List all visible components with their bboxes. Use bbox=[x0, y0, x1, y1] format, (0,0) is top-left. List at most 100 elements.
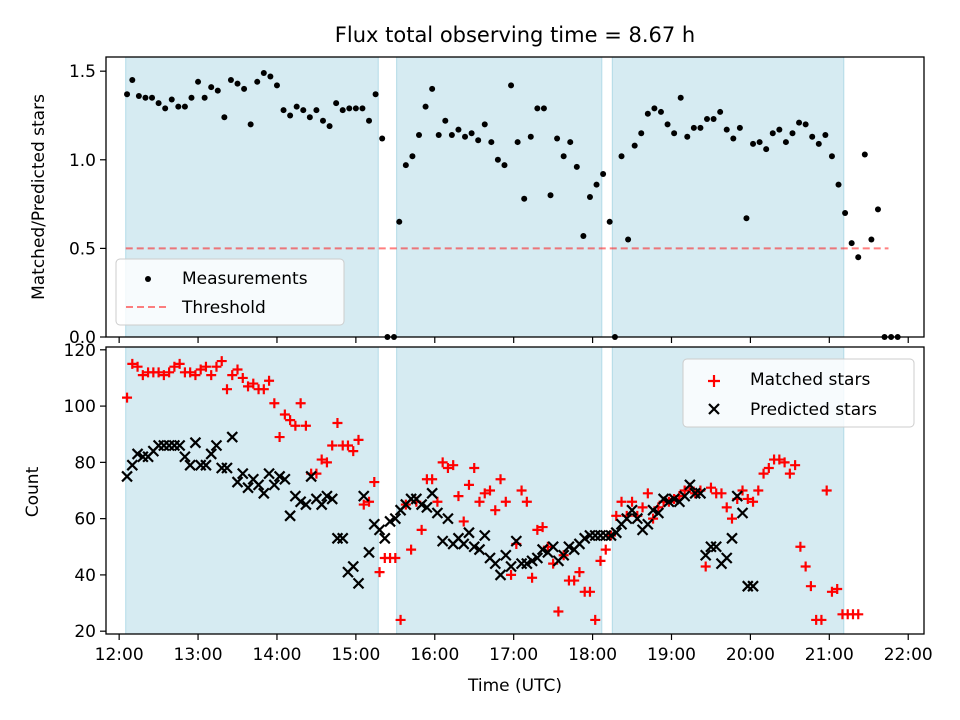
predicted-star-point bbox=[300, 498, 312, 511]
measurement-point bbox=[573, 163, 580, 170]
matched-star-point bbox=[132, 361, 143, 372]
measurement-point bbox=[339, 107, 346, 114]
measurement-point bbox=[514, 139, 521, 146]
matched-star-point bbox=[195, 364, 206, 375]
measurement-point bbox=[586, 194, 593, 200]
matched-star-point bbox=[753, 485, 764, 496]
legend-matched-label: Matched stars bbox=[750, 370, 870, 390]
predicted-star-point bbox=[494, 569, 507, 581]
matched-star-point bbox=[285, 415, 296, 426]
matched-star-point bbox=[332, 417, 343, 428]
matched-star-point bbox=[553, 606, 564, 617]
measurement-point bbox=[521, 195, 528, 202]
measurement-point bbox=[730, 135, 737, 142]
matched-star-point bbox=[327, 440, 338, 451]
matched-star-point bbox=[737, 485, 748, 496]
predicted-star-point bbox=[236, 467, 249, 480]
measurement-point bbox=[142, 94, 149, 101]
matched-star-point bbox=[185, 367, 196, 378]
matched-star-point bbox=[258, 384, 269, 395]
measurement-point bbox=[208, 84, 215, 91]
predicted-star-point bbox=[221, 462, 233, 474]
predicted-star-point bbox=[226, 431, 239, 443]
matched-star-point bbox=[290, 420, 301, 431]
bottom-axes-frame bbox=[105, 346, 925, 635]
measurement-point bbox=[710, 116, 717, 123]
matched-star-point bbox=[716, 488, 727, 499]
predicted-star-point bbox=[747, 580, 759, 592]
matched-star-point bbox=[211, 361, 222, 372]
matched-star-point bbox=[700, 561, 711, 572]
measurement-point bbox=[527, 133, 534, 140]
matched-star-point bbox=[374, 567, 385, 578]
measurement-point bbox=[188, 94, 195, 101]
measurement-point bbox=[560, 153, 567, 160]
matched-star-point bbox=[190, 370, 201, 381]
predicted-star-point bbox=[205, 448, 217, 460]
matched-star-point bbox=[611, 510, 622, 521]
measurement-point bbox=[796, 119, 803, 126]
top-y-axis-label: Matched/Predicted stars bbox=[29, 94, 49, 300]
measurement-point bbox=[124, 91, 131, 98]
y-tick-label: 1.0 bbox=[69, 151, 96, 171]
measurement-point bbox=[508, 82, 515, 89]
matched-star-point bbox=[216, 356, 227, 367]
measurement-point bbox=[580, 232, 587, 239]
bottom-data-marks bbox=[121, 356, 864, 625]
matched-star-point bbox=[453, 491, 464, 502]
measurement-point bbox=[547, 192, 554, 199]
matched-star-point bbox=[516, 485, 527, 496]
matched-star-point bbox=[479, 488, 490, 499]
matched-star-point bbox=[169, 361, 180, 372]
predicted-star-point bbox=[268, 479, 281, 491]
predicted-star-point bbox=[305, 470, 317, 483]
measurement-point bbox=[287, 112, 294, 119]
matched-star-point bbox=[221, 384, 232, 395]
measurement-point bbox=[723, 126, 730, 133]
predicted-star-point bbox=[626, 504, 638, 516]
predicted-star-point bbox=[263, 467, 275, 480]
predicted-star-point bbox=[710, 540, 722, 553]
matched-star-point bbox=[537, 522, 548, 533]
x-tick-label: 22:00 bbox=[884, 645, 933, 665]
measurement-point bbox=[135, 92, 142, 99]
measurement-point bbox=[195, 78, 202, 85]
matched-star-point bbox=[853, 609, 864, 620]
measurement-point bbox=[435, 131, 442, 138]
x-tick-label: 16:00 bbox=[410, 645, 459, 665]
predicted-star-point bbox=[315, 498, 328, 511]
measurement-point bbox=[155, 100, 162, 107]
matched-star-point bbox=[495, 474, 506, 485]
x-tick-label: 21:00 bbox=[805, 645, 854, 665]
matched-star-point bbox=[458, 516, 469, 527]
matched-star-point bbox=[348, 446, 359, 457]
bottom-y-ticks: 20 40 60 80 100 120 bbox=[64, 341, 106, 642]
top-y-ticks: 0.0 0.5 1.0 1.5 bbox=[69, 62, 106, 348]
predicted-star-point bbox=[126, 459, 139, 471]
matched-star-point bbox=[721, 502, 732, 513]
predicted-star-point bbox=[373, 524, 386, 536]
measurement-point bbox=[789, 130, 796, 137]
matched-star-point bbox=[174, 358, 185, 369]
measurement-point bbox=[567, 139, 574, 146]
measurement-point bbox=[769, 130, 776, 137]
predicted-star-point bbox=[547, 540, 559, 553]
predicted-star-point bbox=[210, 439, 223, 452]
matched-star-point bbox=[800, 561, 811, 572]
matched-star-point bbox=[300, 420, 311, 431]
observing-window bbox=[611, 56, 845, 338]
measurement-point bbox=[631, 142, 638, 149]
matched-star-point bbox=[485, 485, 496, 496]
legend-threshold-label: Threshold bbox=[181, 298, 266, 318]
measurement-point bbox=[260, 69, 267, 76]
matched-star-point bbox=[269, 398, 280, 409]
predicted-star-point bbox=[326, 493, 338, 505]
matched-star-point bbox=[805, 581, 816, 592]
predicted-star-point bbox=[389, 512, 402, 525]
measurement-point bbox=[409, 153, 416, 160]
x-tick-label: 14:00 bbox=[252, 645, 301, 665]
predicted-star-point bbox=[699, 549, 712, 561]
x-tick-label: 18:00 bbox=[568, 645, 617, 665]
measurement-point bbox=[333, 100, 340, 107]
